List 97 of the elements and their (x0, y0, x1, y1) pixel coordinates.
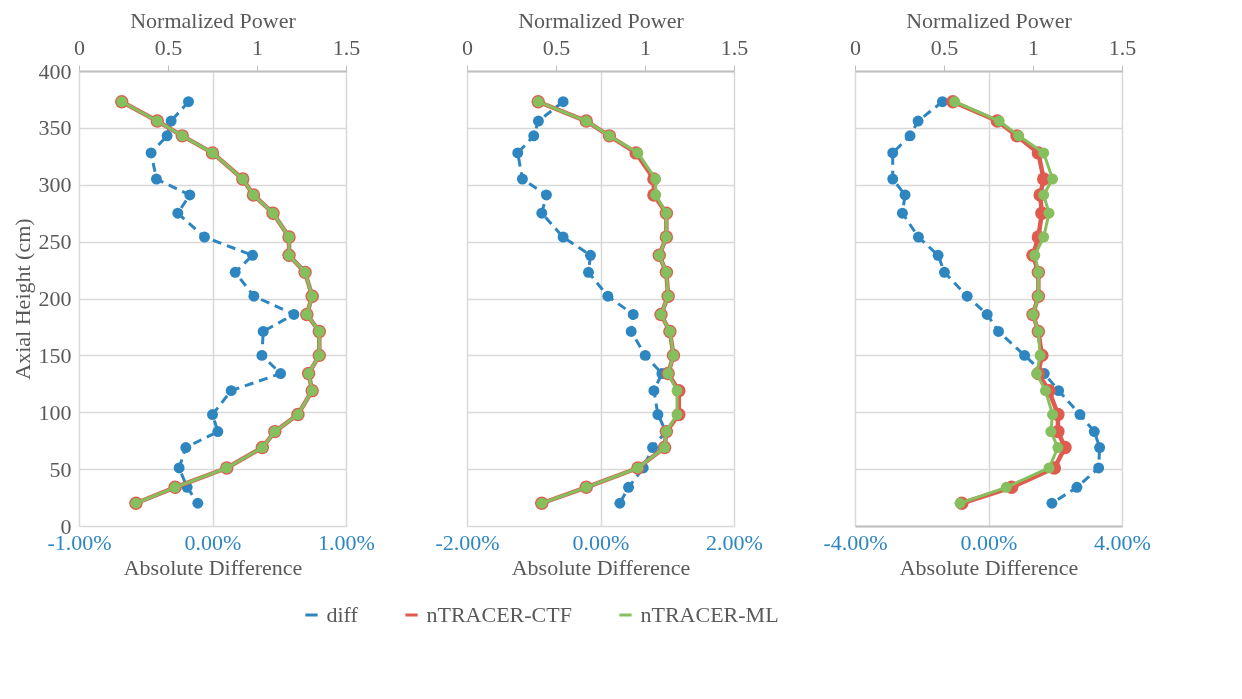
point (172, 207, 184, 219)
y-tick-label: 200 (38, 286, 72, 311)
point (225, 385, 237, 397)
point (625, 326, 637, 337)
y-tick-label: 300 (38, 172, 72, 198)
point (993, 326, 1004, 337)
x-tick-label: 0.00% (572, 529, 630, 555)
point (257, 326, 269, 337)
point (540, 189, 552, 201)
point (256, 349, 268, 361)
point (182, 96, 194, 108)
point (981, 308, 993, 320)
point (912, 115, 924, 127)
point (247, 249, 259, 261)
point (557, 96, 569, 108)
point (173, 462, 185, 474)
point (961, 290, 973, 302)
point (229, 266, 241, 278)
x2-tick-label: 1 (1028, 34, 1039, 60)
point (623, 481, 635, 493)
point (248, 290, 260, 302)
x2-tick-label: 1.5 (332, 34, 361, 60)
point (536, 207, 548, 219)
point (648, 385, 660, 397)
point (145, 147, 157, 159)
y-tick-label: 250 (38, 229, 72, 255)
x-tick-label: 2.00% (706, 529, 763, 555)
point (165, 115, 177, 127)
y-tick-label: 100 (38, 399, 72, 425)
x2-axis-title: Normalized Power (518, 7, 685, 33)
x2-tick-label: 1.5 (720, 34, 749, 60)
legend-label: nTRACER-CTF (426, 602, 572, 627)
point (516, 173, 528, 185)
point (532, 115, 544, 127)
x2-axis-title: Normalized Power (906, 7, 1073, 33)
x-tick-label: 0.00% (960, 529, 1018, 555)
point (932, 249, 944, 261)
legend-label: diff (326, 602, 359, 627)
y-tick-label: 400 (38, 58, 72, 84)
point (887, 147, 899, 159)
point (1046, 497, 1058, 509)
point (207, 409, 218, 420)
point (1071, 481, 1083, 493)
point (938, 266, 950, 278)
x2-tick-label: 0 (462, 34, 473, 60)
point (150, 173, 162, 185)
x-axis-title: Absolute Difference (899, 554, 1079, 580)
point (1074, 409, 1086, 420)
legend-label: nTRACER-ML (640, 602, 779, 627)
x2-axis-title: Normalized Power (130, 7, 297, 33)
x-axis-title: Absolute Difference (123, 554, 303, 580)
point (528, 130, 540, 142)
x2-tick-label: 1 (252, 34, 263, 60)
point (184, 189, 196, 201)
point (583, 266, 594, 278)
x2-tick-label: 0.5 (930, 34, 959, 60)
x-tick-label: 1.00% (318, 529, 375, 555)
point (212, 426, 224, 438)
point (199, 231, 210, 243)
point (936, 96, 948, 108)
x-tick-label: 0.00% (184, 529, 242, 555)
point (585, 249, 596, 261)
y-tick-label: 150 (38, 342, 72, 368)
point (904, 130, 916, 142)
point (1093, 462, 1105, 474)
point (912, 231, 924, 243)
point (627, 308, 639, 320)
x-tick-label: -4.00% (823, 529, 888, 555)
point (899, 189, 911, 201)
point (614, 497, 626, 509)
point (161, 130, 173, 142)
point (180, 442, 192, 453)
y-axis-title: Axial Height (cm) (9, 218, 35, 380)
x-axis-title: Absolute Difference (511, 554, 691, 580)
point (896, 207, 908, 219)
point (192, 497, 204, 509)
point (652, 409, 664, 420)
y-tick-label: 350 (38, 115, 72, 141)
x2-tick-label: 1.5 (1108, 34, 1137, 60)
point (288, 308, 300, 320)
point (1088, 426, 1100, 438)
x2-tick-label: 0.5 (542, 34, 571, 60)
point (1019, 349, 1031, 361)
point (557, 231, 569, 243)
y-tick-label: 50 (49, 456, 72, 482)
point (639, 349, 651, 361)
point (1094, 442, 1106, 453)
point (275, 368, 287, 380)
point (512, 147, 524, 159)
x-tick-label: 4.00% (1094, 529, 1151, 555)
x2-tick-label: 0.5 (154, 34, 183, 60)
point (647, 442, 659, 453)
x-tick-label: -2.00% (435, 529, 500, 555)
point (602, 290, 614, 302)
point (887, 173, 899, 185)
x2-tick-label: 1 (640, 34, 651, 60)
x2-tick-label: 0 (850, 34, 861, 60)
